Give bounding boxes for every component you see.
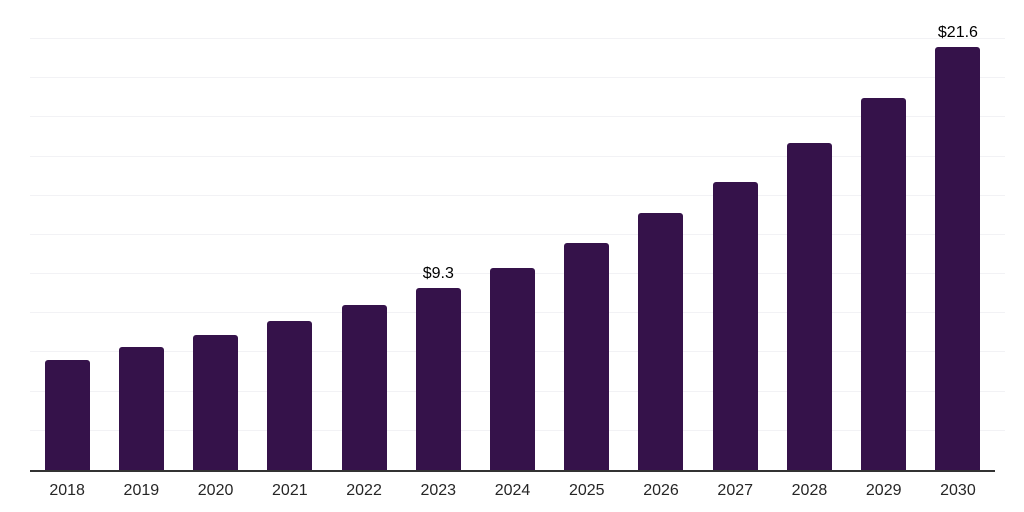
x-tick-label-2018: 2018 [49,482,85,499]
bar-column-2027 [698,0,772,470]
gridline-18 [30,116,1005,117]
bar-2020 [193,335,239,470]
bar-column-2030: $21.6 [921,0,995,470]
bar-2026 [638,213,684,470]
bar-2024 [490,268,536,470]
x-tick-label-2025: 2025 [568,482,605,499]
gridline-14 [30,195,1005,196]
x-tick-label-2030: 2030 [940,482,976,499]
bar-column-2019 [104,0,178,470]
x-axis-labels: 2018 2019 2020 2021 2022 2023 2024 2025 2026 2027… [30,481,995,501]
gridline-12 [30,234,1005,235]
x-tick-label-2021: 2021 [272,482,308,499]
gridline-20 [30,77,1005,78]
x-tick-label-2022: 2022 [346,482,382,499]
bar-column-2024 [475,0,549,470]
bar-column-2021 [253,0,327,470]
bar-column-2020 [178,0,252,470]
bar-2023 [415,288,461,470]
x-tick-label-2029: 2029 [865,482,902,499]
bar-column-2025 [550,0,624,470]
bar-2018 [44,360,90,470]
x-tick-label-2027: 2027 [717,482,754,499]
data-label-2023: $9.3 [422,265,454,282]
bar-column-2018 [30,0,104,470]
bar-2021 [267,321,313,470]
x-tick-label-2023: 2023 [420,482,457,499]
data-label-2030: $21.6 [937,24,978,41]
x-tick-label-2028: 2028 [791,482,828,499]
x-tick-label-2026: 2026 [643,482,679,499]
bar-2030 [935,47,981,470]
bar-2022 [341,305,387,470]
bars-layer: $9.3 $21.6 [30,0,995,470]
bar-column-2029 [847,0,921,470]
bar-2019 [118,347,164,470]
bar-2029 [861,98,907,470]
gridline-16 [30,156,1005,157]
x-tick-label-2024: 2024 [494,482,531,499]
bar-2027 [712,182,758,470]
bar-column-2023: $9.3 [401,0,475,470]
x-tick-label-2019: 2019 [123,482,160,499]
gridline-22 [30,38,1005,39]
bar-2025 [564,243,610,470]
x-axis-line [30,470,995,472]
bar-column-2028 [772,0,846,470]
bar-column-2022 [327,0,401,470]
bar-column-2026 [624,0,698,470]
x-tick-label-2020: 2020 [197,482,234,499]
bar-2028 [786,143,832,470]
